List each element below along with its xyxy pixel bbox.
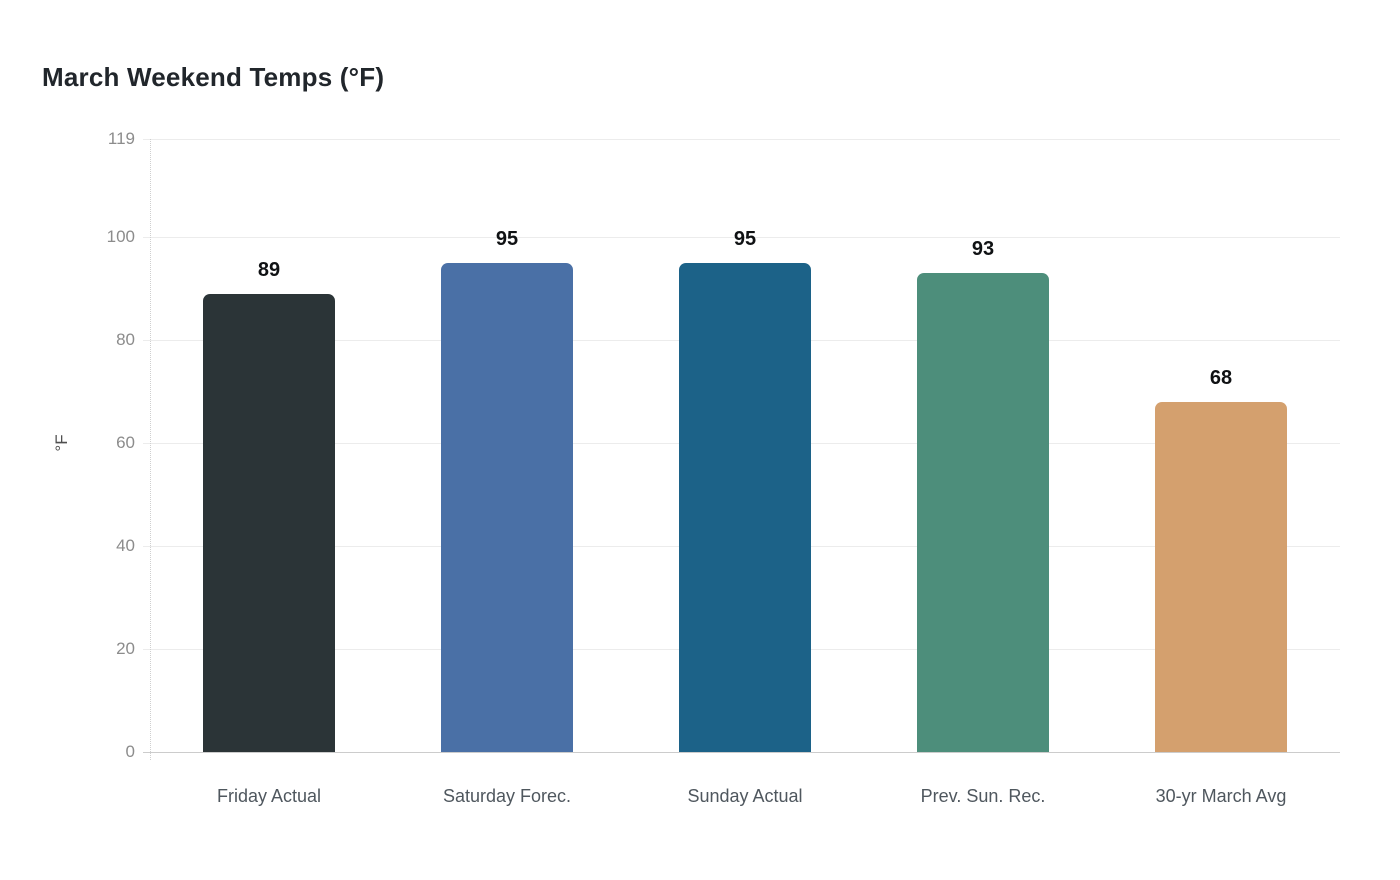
x-category-label-sunday-actual: Sunday Actual xyxy=(687,786,803,806)
gridline xyxy=(143,236,1340,238)
y-tick-label-119: 119 xyxy=(107,129,135,148)
bar-saturday-forec xyxy=(441,262,573,752)
bar-value-label-friday-actual: 89 xyxy=(257,258,281,281)
y-tick-label-20: 20 xyxy=(116,638,135,658)
y-axis-line xyxy=(150,139,151,760)
bar-value-label-prev-sun-rec: 93 xyxy=(971,237,995,260)
y-tick-label-0: 0 xyxy=(125,742,135,761)
y-tick-label-80: 80 xyxy=(116,329,135,349)
bar-30-yr-march-avg xyxy=(1155,401,1287,752)
bar-value-label-saturday-forec: 95 xyxy=(495,227,519,250)
x-category-label-30-yr-march-avg: 30-yr March Avg xyxy=(1155,786,1287,806)
bar-friday-actual xyxy=(203,293,335,752)
y-tick-label-60: 60 xyxy=(116,432,135,452)
x-category-label-friday-actual: Friday Actual xyxy=(216,786,322,806)
bar-prev-sun-rec xyxy=(917,272,1049,752)
bar-value-label-30-yr-march-avg: 68 xyxy=(1209,366,1233,389)
bar-sunday-actual xyxy=(679,262,811,752)
x-category-label-saturday-forec: Saturday Forec. xyxy=(442,786,572,806)
x-category-label-prev-sun-rec: Prev. Sun. Rec. xyxy=(920,786,1046,806)
bar-value-label-sunday-actual: 95 xyxy=(733,227,757,250)
y-tick-label-100: 100 xyxy=(106,226,135,246)
chart-title: March Weekend Temps (°F) xyxy=(42,62,385,92)
x-axis-baseline xyxy=(143,752,1340,753)
y-tick-label-40: 40 xyxy=(116,535,135,555)
y-axis-title: °F xyxy=(52,434,71,452)
gridline xyxy=(143,139,1340,140)
